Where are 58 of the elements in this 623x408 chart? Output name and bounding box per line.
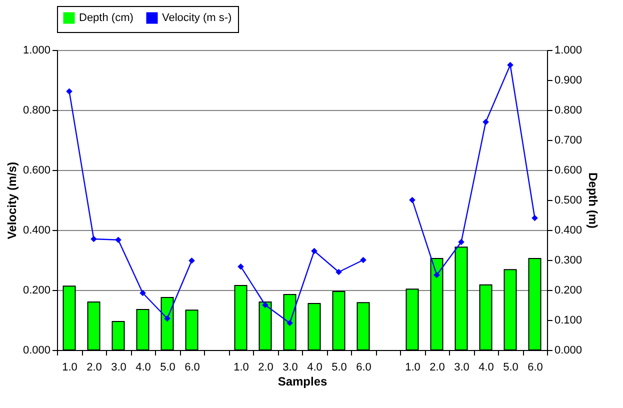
- point: [115, 236, 122, 244]
- x-tick-label: 3.0: [454, 362, 470, 374]
- y-tick-label: 1.000: [22, 44, 50, 56]
- point: [164, 315, 170, 322]
- point: [507, 62, 514, 68]
- x-tick-label: 4.0: [478, 362, 494, 374]
- x-tick-label: 5.0: [160, 362, 176, 374]
- point: [482, 118, 489, 126]
- y-axis-title: Velocity (m/s): [4, 162, 19, 240]
- point: [434, 272, 440, 278]
- point: [336, 268, 342, 276]
- y-tick-label: 0.800: [22, 104, 50, 116]
- point: [140, 290, 146, 296]
- x-tick-label: 4.0: [136, 362, 151, 374]
- x-axis-title: Samples: [278, 374, 328, 388]
- point: [90, 236, 97, 242]
- x-tick-label: 3.0: [111, 362, 126, 374]
- x-tick-label: 5.0: [332, 362, 347, 374]
- x-tick-label: 6.0: [356, 362, 372, 374]
- x-tick-label: 4.0: [307, 362, 322, 374]
- y2-axis-title: Depth (m): [586, 172, 600, 228]
- y2-tick-label: 0.600: [554, 164, 582, 176]
- point: [286, 320, 293, 326]
- x-tick-label: 2.0: [86, 362, 102, 374]
- x-tick-label: 2.0: [430, 362, 445, 374]
- point: [360, 256, 366, 264]
- y2-tick-label: 0.200: [554, 284, 582, 296]
- y-tick-label: 0.000: [22, 344, 50, 356]
- point: [66, 88, 72, 95]
- y-tick-label: 0.400: [22, 224, 50, 236]
- y2-tick-label: 0.700: [554, 134, 582, 146]
- point: [188, 257, 195, 264]
- y2-tick-label: 0.000: [554, 344, 582, 356]
- y2-tick-label: 0.300: [554, 254, 582, 266]
- x-tick-label: 5.0: [503, 362, 518, 374]
- y-tick-label: 0.600: [22, 164, 50, 176]
- y-tick-label: 0.200: [22, 284, 50, 296]
- y2-tick-label: 0.900: [554, 74, 582, 86]
- point: [532, 214, 538, 222]
- y2-tick-label: 0.800: [554, 104, 582, 116]
- y2-tick-label: 0.400: [554, 224, 582, 236]
- x-tick-label: 6.0: [528, 362, 543, 374]
- x-tick-label: 1.0: [62, 362, 78, 374]
- y2-tick-label: 0.100: [554, 314, 582, 326]
- x-tick-label: 1.0: [234, 362, 249, 374]
- legend-label: Depth (cm): [79, 12, 134, 24]
- x-tick-label: 6.0: [184, 362, 200, 374]
- x-tick-label: 3.0: [282, 362, 298, 374]
- point: [262, 302, 268, 308]
- x-tick-label: 2.0: [258, 362, 274, 374]
- y2-tick-label: 1.000: [554, 44, 582, 56]
- point: [409, 196, 416, 204]
- legend-label: Velocity (m s-): [162, 12, 232, 24]
- point: [311, 248, 318, 254]
- point: [458, 238, 464, 246]
- y2-tick-label: 0.500: [554, 194, 582, 206]
- x-tick-label: 1.0: [405, 362, 420, 374]
- point: [238, 263, 244, 270]
